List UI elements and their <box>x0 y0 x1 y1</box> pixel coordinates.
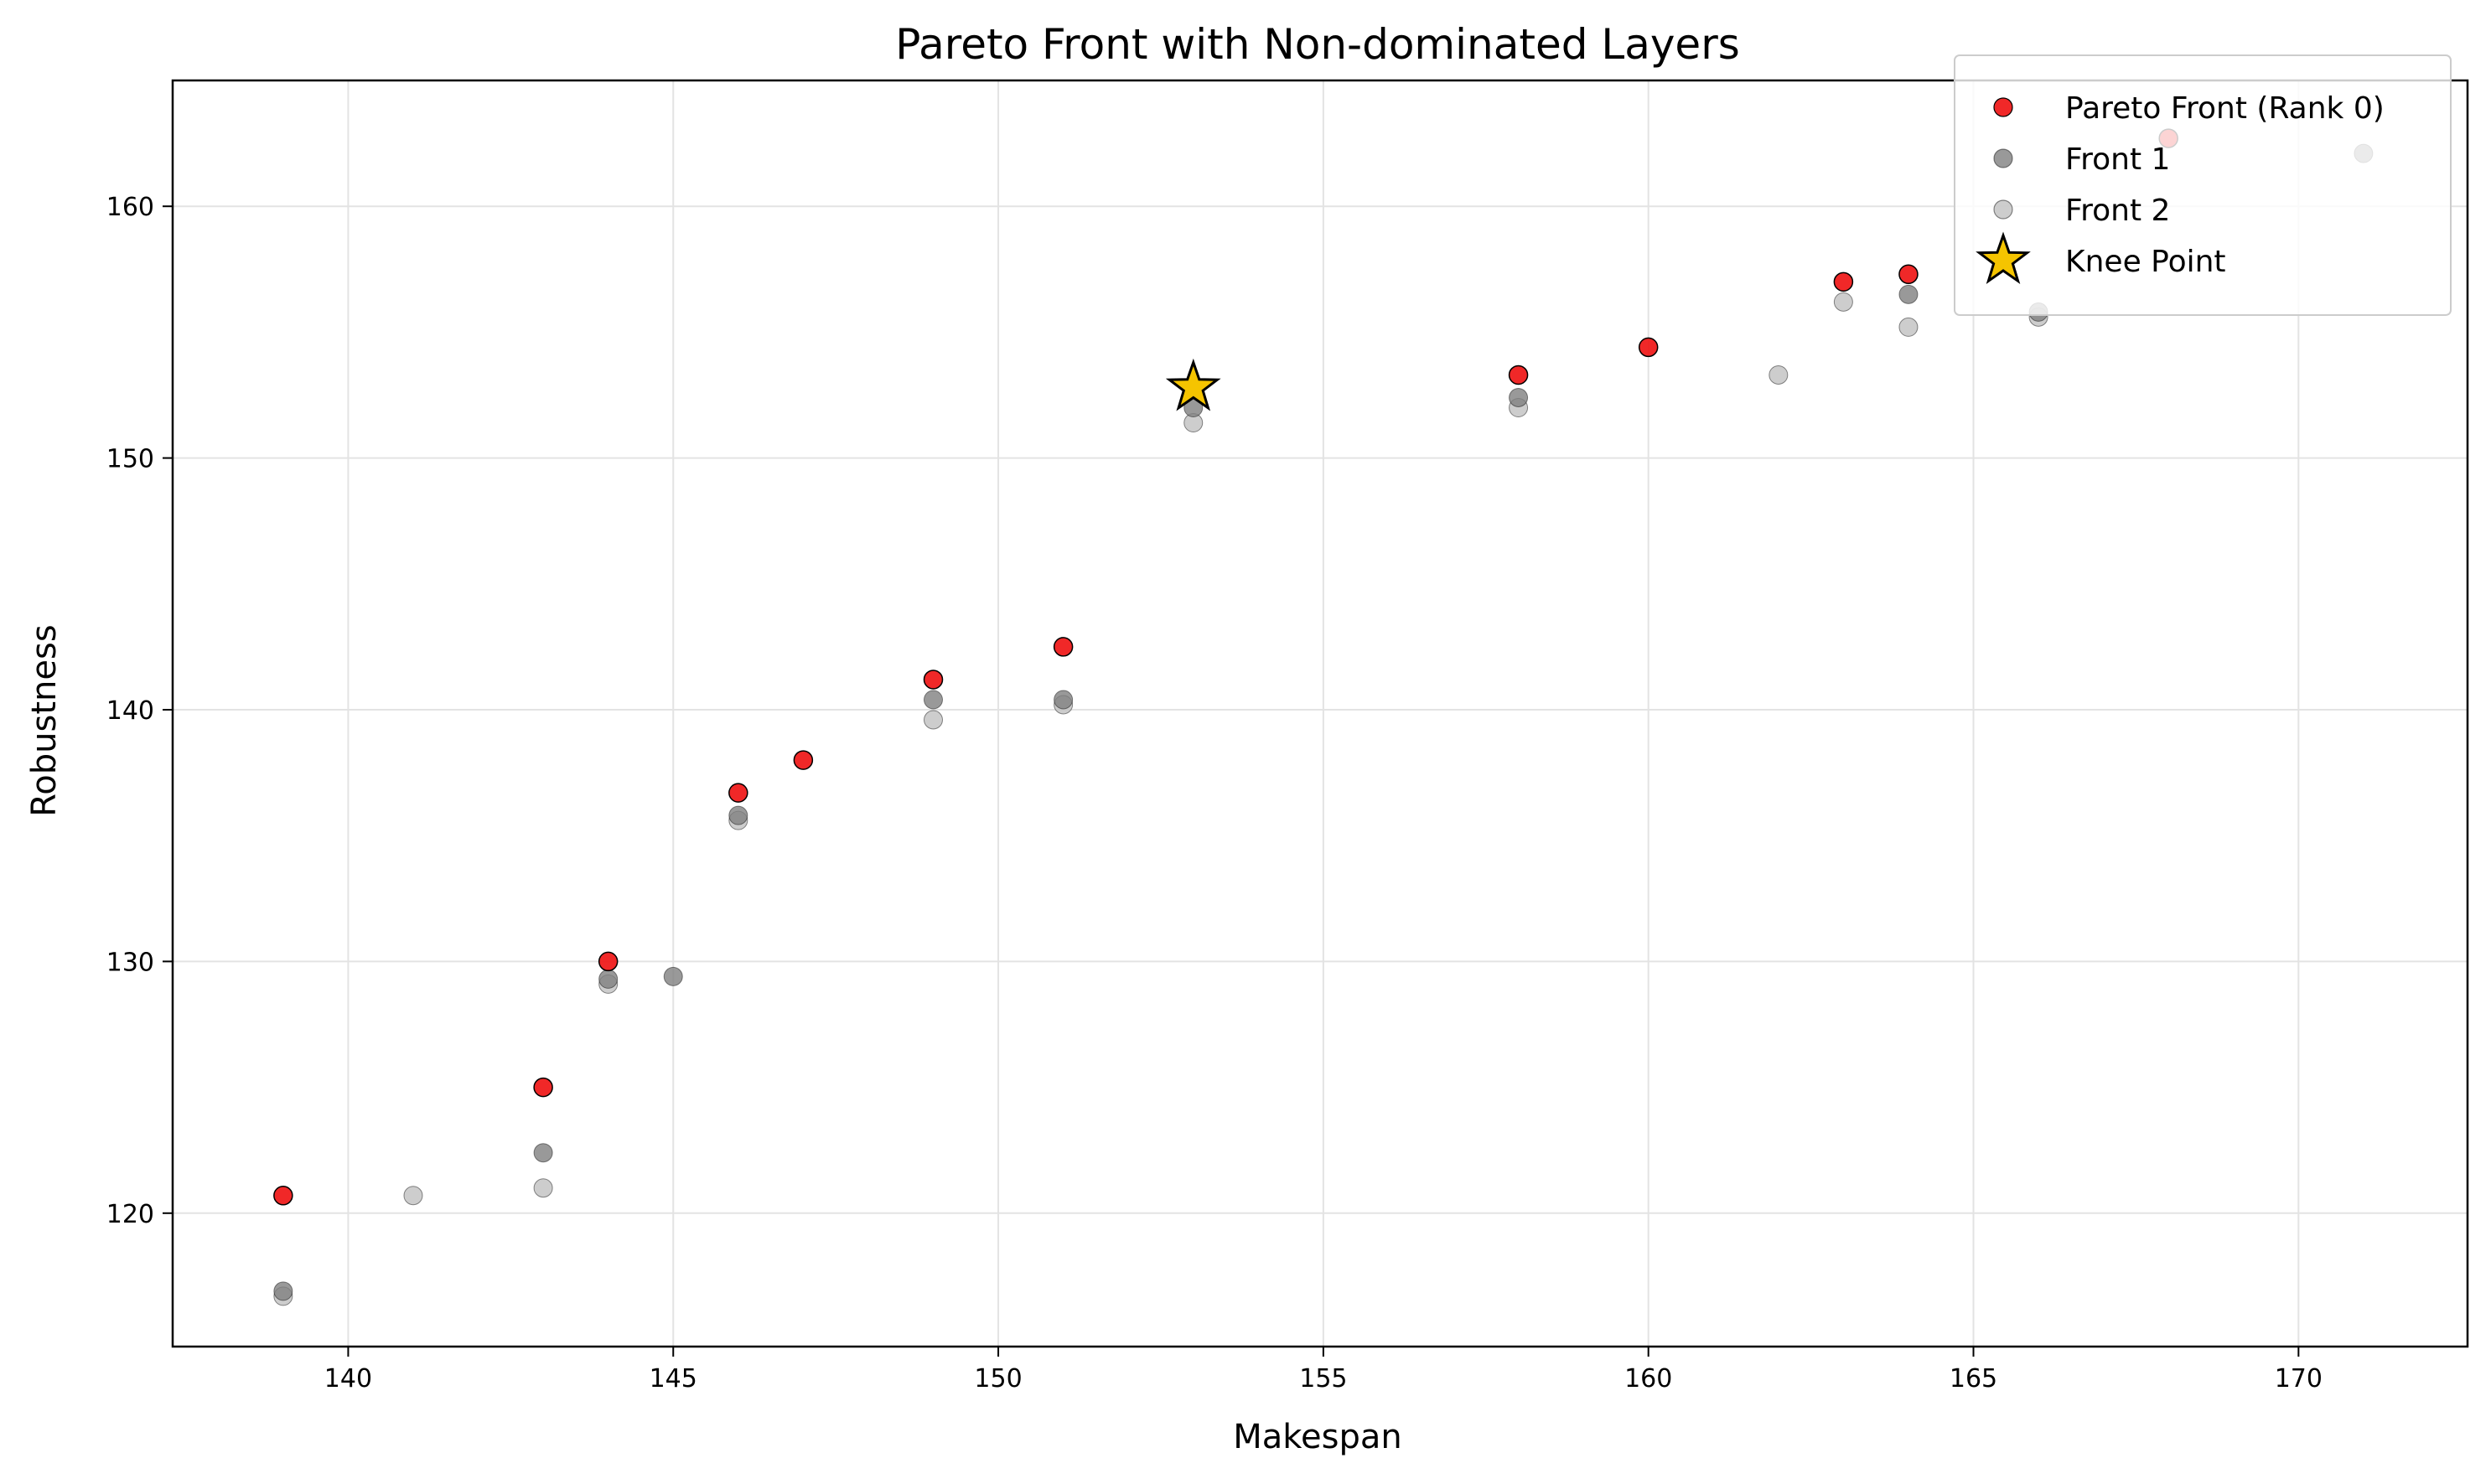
legend-marker <box>1993 199 2013 220</box>
legend-label: Front 1 <box>2065 142 2170 177</box>
data-point <box>1898 264 1919 285</box>
legend-marker <box>1993 97 2013 117</box>
series-3 <box>1165 358 1221 411</box>
data-point <box>728 783 748 803</box>
data-point <box>1769 365 1789 385</box>
x-tick-label: 155 <box>1299 1364 1347 1394</box>
legend-marker <box>1993 148 2013 168</box>
data-point <box>1898 284 1919 304</box>
data-point <box>923 690 943 710</box>
chart-title: Pareto Front with Non-dominated Layers <box>895 20 1740 69</box>
data-point <box>923 710 943 730</box>
data-point <box>598 951 619 972</box>
x-tick-label: 150 <box>974 1364 1022 1394</box>
data-point <box>273 1186 293 1206</box>
data-point <box>923 670 944 690</box>
axes: 140 145 150 155 160 165 170 120 130 140 150 160 <box>106 193 2323 1394</box>
data-point <box>273 1281 293 1301</box>
y-axis-label: Robustness <box>25 624 64 816</box>
data-point <box>533 1143 553 1163</box>
data-point <box>598 969 619 989</box>
legend-box <box>1954 54 2452 316</box>
data-point <box>1508 365 1529 385</box>
y-tick-label: 120 <box>106 1200 154 1229</box>
data-point <box>1053 637 1074 657</box>
data-point <box>1833 271 1854 292</box>
x-tick-label: 145 <box>650 1364 697 1394</box>
legend-label: Front 2 <box>2065 194 2170 228</box>
data-point <box>1638 337 1659 358</box>
x-axis-label: Makespan <box>1233 1418 1401 1456</box>
x-tick-label: 160 <box>1624 1364 1672 1394</box>
data-point <box>533 1178 553 1198</box>
plot-area-frame <box>171 79 2469 1348</box>
x-tick-label: 170 <box>2275 1364 2323 1394</box>
legend-marker <box>1976 231 2031 285</box>
data-point <box>728 805 748 825</box>
data-point <box>1833 292 1853 312</box>
legend-label: Pareto Front (Rank 0) <box>2065 91 2385 126</box>
data-point <box>793 750 814 770</box>
x-tick-label: 165 <box>1950 1364 1997 1394</box>
legend-label: Knee Point <box>2065 245 2226 279</box>
data-point <box>1898 317 1919 337</box>
y-tick-label: 130 <box>106 948 154 977</box>
y-tick-label: 150 <box>106 445 154 474</box>
data-point <box>1054 690 1074 710</box>
data-point <box>663 966 683 986</box>
knee-point-marker <box>1165 358 1221 411</box>
data-point <box>1509 388 1529 408</box>
x-tick-label: 140 <box>324 1364 372 1394</box>
grid <box>173 80 2468 1347</box>
y-tick-label: 140 <box>106 696 154 726</box>
y-tick-label: 160 <box>106 193 154 222</box>
data-point <box>403 1186 423 1206</box>
legend: Pareto Front (Rank 0) Front 1 Front 2 Knee … <box>1954 54 2452 316</box>
data-point <box>533 1077 553 1098</box>
